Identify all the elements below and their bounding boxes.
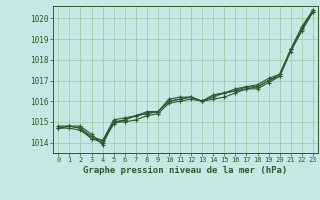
X-axis label: Graphe pression niveau de la mer (hPa): Graphe pression niveau de la mer (hPa) xyxy=(84,166,288,175)
